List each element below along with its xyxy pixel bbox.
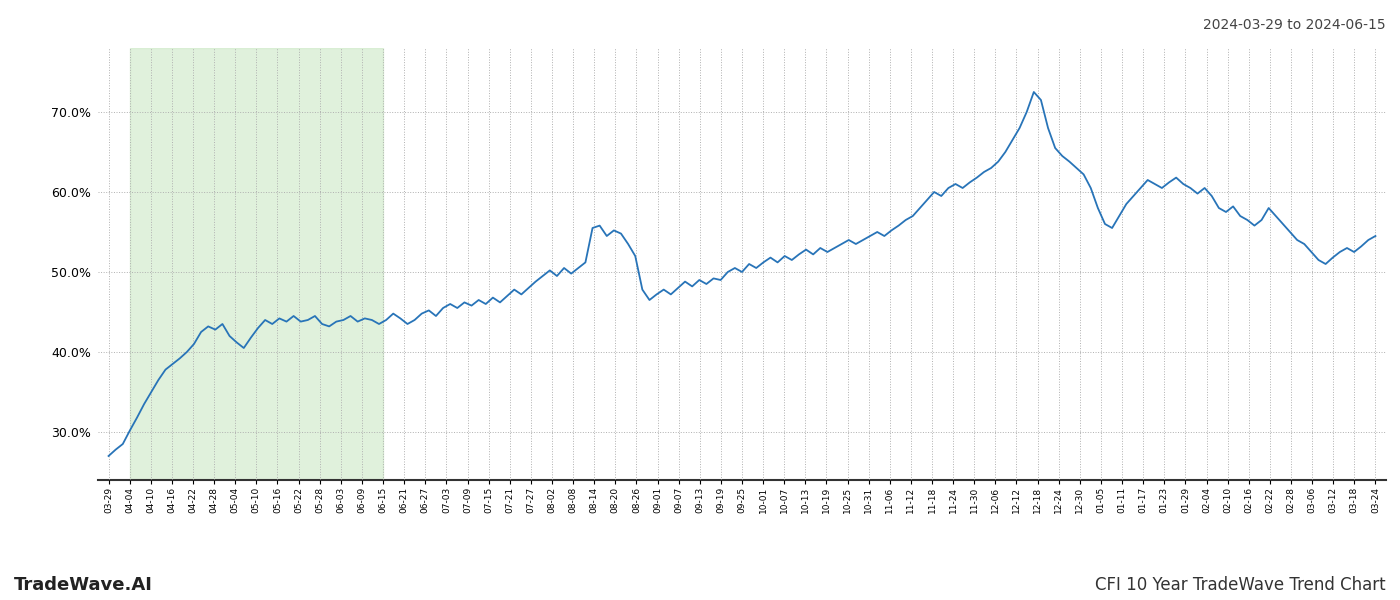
Text: CFI 10 Year TradeWave Trend Chart: CFI 10 Year TradeWave Trend Chart (1095, 576, 1386, 594)
Bar (130, 48, 384, 480)
Text: TradeWave.AI: TradeWave.AI (14, 576, 153, 594)
Text: 2024-03-29 to 2024-06-15: 2024-03-29 to 2024-06-15 (1204, 18, 1386, 32)
